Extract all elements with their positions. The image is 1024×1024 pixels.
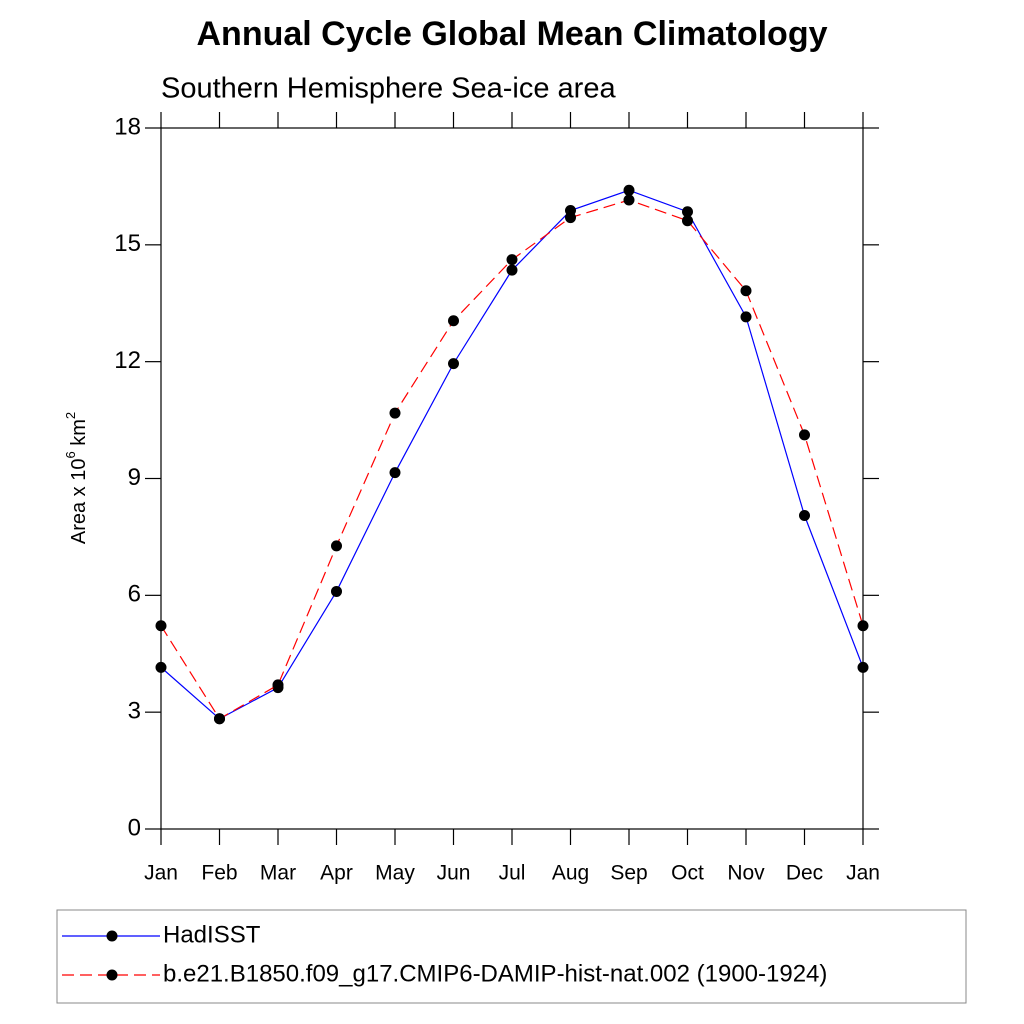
y-axis-label: Area x 106 km2: [63, 412, 90, 544]
data-point: [623, 194, 635, 206]
data-point: [857, 661, 869, 673]
data-point: [623, 184, 635, 196]
data-point: [740, 285, 752, 297]
x-tick-label: Sep: [610, 862, 647, 885]
x-tick-label: Jun: [437, 862, 471, 885]
x-tick-label: Feb: [201, 862, 237, 885]
data-point: [682, 215, 693, 227]
y-label-unit: km: [68, 419, 90, 451]
data-point: [448, 358, 459, 370]
y-tick-label: 12: [114, 347, 141, 374]
y-label-unit-exp: 2: [63, 412, 78, 419]
legend-marker: [106, 930, 118, 942]
data-point: [389, 407, 401, 419]
y-tick-label: 3: [128, 698, 141, 725]
series-line: [160, 199, 864, 720]
x-tick-label: Apr: [320, 862, 353, 885]
data-point: [740, 311, 752, 323]
x-tick-label: Jan: [144, 862, 178, 885]
data-point: [155, 620, 167, 632]
data-point: [331, 585, 342, 597]
data-point: [799, 509, 810, 521]
chart-subtitle: Southern Hemisphere Sea-ice area: [161, 73, 616, 105]
x-tick-label: May: [375, 862, 415, 885]
x-tick-label: Oct: [671, 862, 704, 885]
data-point: [565, 212, 576, 224]
y-tick-label: 18: [114, 113, 141, 140]
chart-title: Annual Cycle Global Mean Climatology: [197, 15, 828, 53]
data-point: [506, 254, 518, 266]
data-point: [389, 467, 401, 479]
x-tick-label: Nov: [727, 862, 765, 885]
y-tick-label: 0: [128, 814, 141, 841]
data-point: [799, 429, 810, 441]
y-tick-label: 15: [114, 230, 141, 257]
x-tick-label: Dec: [786, 862, 823, 885]
data-point: [857, 620, 869, 632]
plot-frame: [160, 127, 864, 830]
data-point: [448, 315, 459, 327]
x-tick-label: Mar: [260, 862, 296, 885]
data-point: [272, 679, 284, 691]
y-tick-label: 6: [128, 581, 141, 608]
data-point: [214, 713, 225, 725]
data-point: [682, 206, 693, 218]
x-tick-label: Jan: [846, 862, 880, 885]
legend-label: b.e21.B1850.f09_g17.CMIP6-DAMIP-hist-nat…: [163, 960, 827, 987]
legend-marker: [106, 969, 118, 981]
y-label-base: Area x 10: [68, 459, 90, 545]
data-point: [155, 661, 167, 673]
legend-box: [56, 909, 967, 1004]
x-tick-label: Jul: [499, 862, 526, 885]
data-point: [506, 264, 518, 276]
y-label-exp: 6: [63, 451, 78, 458]
x-tick-label: Aug: [552, 862, 589, 885]
data-point: [331, 540, 342, 552]
legend-label: HadISST: [163, 921, 261, 948]
y-tick-label: 9: [128, 464, 141, 491]
